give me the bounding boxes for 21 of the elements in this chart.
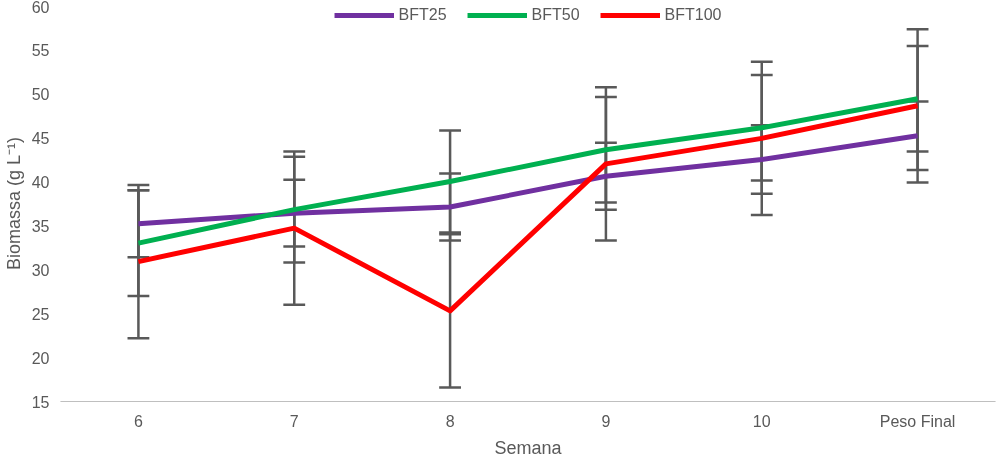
- legend-label: BFT50: [531, 6, 580, 24]
- y-axis-title: Biomassa (g L⁻¹): [3, 136, 24, 271]
- y-tick-label: 15: [31, 393, 50, 411]
- x-tick-label: Peso Final: [879, 412, 956, 430]
- y-tick-label: 50: [31, 85, 50, 103]
- x-tick-label: 8: [445, 412, 455, 430]
- y-tick-label: 40: [31, 173, 50, 191]
- x-tick-label: 10: [752, 412, 771, 430]
- x-tick-label: 7: [289, 412, 299, 430]
- legend-label: BFT100: [664, 6, 722, 24]
- y-tick-label: 30: [31, 261, 50, 279]
- y-tick-label: 35: [31, 217, 50, 235]
- y-tick-label: 45: [31, 129, 50, 147]
- y-tick-label: 60: [31, 0, 50, 16]
- y-tick-label: 55: [31, 41, 50, 59]
- legend-label: BFT25: [398, 6, 447, 24]
- x-tick-label: 6: [133, 412, 143, 430]
- y-tick-label: 25: [31, 305, 50, 323]
- x-axis-title: Semana: [494, 437, 563, 458]
- y-tick-label: 20: [31, 349, 50, 367]
- x-tick-label: 9: [601, 412, 611, 430]
